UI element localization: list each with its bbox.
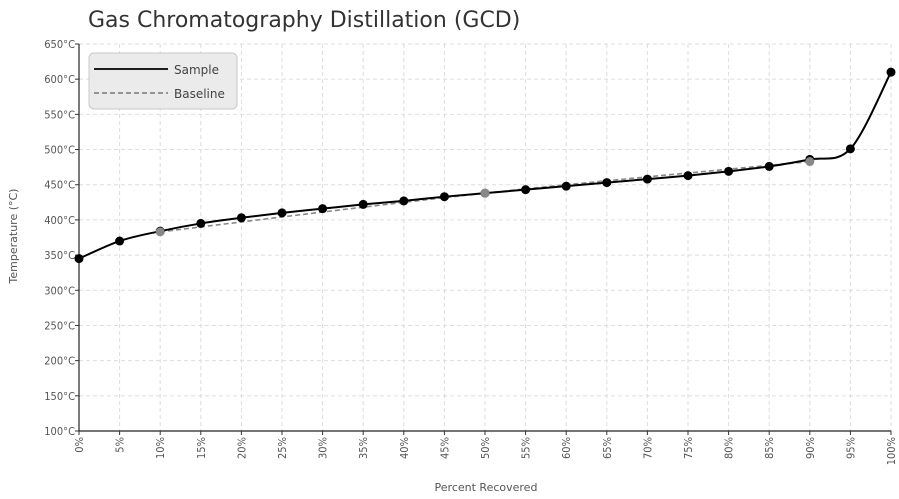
legend: Sample Baseline <box>88 52 238 110</box>
sample-point <box>845 144 855 154</box>
y-axis-ticks: 100°C 150°C 200°C 250°C 300°C 350°C 400°C 450°C… <box>44 38 79 438</box>
sample-point <box>358 199 368 209</box>
baseline-point <box>805 157 815 167</box>
y-tick-label: 500°C <box>44 144 75 157</box>
sample-point <box>236 213 246 223</box>
y-tick-label: 300°C <box>44 284 75 297</box>
y-tick-label: 400°C <box>44 214 75 227</box>
baseline-point <box>155 227 165 237</box>
y-tick-label: 650°C <box>44 38 75 51</box>
x-tick-label: 80% <box>723 437 736 459</box>
x-tick-label: 70% <box>641 437 654 459</box>
chart-title: Gas Chromatography Distillation (GCD) <box>88 8 520 33</box>
sample-point <box>642 174 652 184</box>
y-tick-label: 350°C <box>44 249 75 262</box>
x-tick-label: 100% <box>885 437 898 465</box>
legend-sample-label: Sample <box>174 63 219 77</box>
x-tick-label: 45% <box>438 437 451 459</box>
x-axis-label: Percent Recovered <box>435 481 538 494</box>
y-tick-label: 150°C <box>44 390 75 403</box>
sample-point <box>764 161 774 171</box>
x-tick-label: 85% <box>763 437 776 459</box>
x-tick-label: 90% <box>804 437 817 459</box>
x-tick-label: 5% <box>114 437 127 453</box>
sample-point <box>115 236 125 246</box>
x-axis-ticks: 0% 5% 10% 15% 20% 25% 30% 35% 40% 45% 50% 55% 60% 65%… <box>73 431 898 465</box>
x-tick-label: 25% <box>276 437 289 459</box>
sample-point <box>196 218 206 228</box>
y-tick-label: 250°C <box>44 319 75 332</box>
sample-point <box>74 254 84 264</box>
sample-point <box>439 192 449 202</box>
y-tick-label: 200°C <box>44 355 75 368</box>
x-tick-label: 75% <box>682 437 695 459</box>
y-tick-label: 100°C <box>44 425 75 438</box>
x-tick-label: 35% <box>357 437 370 459</box>
x-tick-label: 20% <box>235 437 248 459</box>
x-tick-label: 0% <box>73 437 86 453</box>
y-axis-label: Temperature (°C) <box>7 189 20 285</box>
x-tick-label: 65% <box>601 437 614 459</box>
x-tick-label: 60% <box>560 437 573 459</box>
x-tick-label: 50% <box>479 437 492 459</box>
baseline-point <box>480 188 490 198</box>
legend-baseline-label: Baseline <box>174 87 225 101</box>
sample-point <box>277 208 287 218</box>
x-tick-label: 10% <box>154 437 167 459</box>
x-tick-label: 55% <box>520 437 533 459</box>
x-tick-label: 95% <box>844 437 857 459</box>
legend-box <box>88 52 238 110</box>
x-tick-label: 30% <box>317 437 330 459</box>
sample-point <box>521 185 531 195</box>
y-tick-label: 450°C <box>44 179 75 192</box>
x-tick-label: 40% <box>398 437 411 459</box>
sample-point <box>602 178 612 188</box>
sample-point <box>318 204 328 214</box>
x-tick-label: 15% <box>195 437 208 459</box>
sample-point <box>561 181 571 191</box>
sample-point <box>724 166 734 176</box>
series-sample <box>74 67 896 264</box>
sample-point <box>683 171 693 181</box>
grid <box>79 43 892 431</box>
sample-point <box>886 67 896 77</box>
y-tick-label: 600°C <box>44 73 75 86</box>
y-tick-label: 550°C <box>44 108 75 121</box>
sample-point <box>399 196 409 206</box>
